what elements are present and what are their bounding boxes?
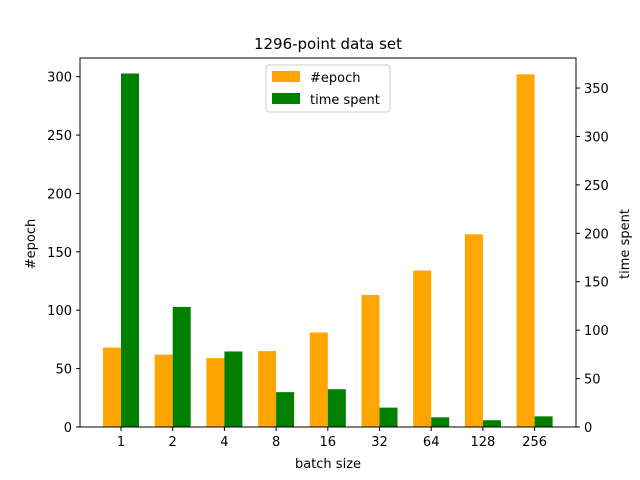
x-tick-label: 32 bbox=[371, 435, 388, 450]
bar-time-spent bbox=[172, 306, 191, 427]
chart-title: 1296-point data set bbox=[254, 35, 402, 53]
y-axis-left-label: #epoch bbox=[24, 219, 39, 269]
bar-epoch bbox=[516, 74, 535, 428]
y-right-tick-label: 150 bbox=[584, 276, 609, 291]
x-tick-label: 256 bbox=[522, 435, 547, 450]
bar-epoch bbox=[154, 354, 173, 427]
x-tick-label: 128 bbox=[470, 435, 495, 450]
bars-group bbox=[103, 73, 553, 428]
legend-label-epoch: #epoch bbox=[310, 71, 360, 86]
y-right-tick-label: 0 bbox=[584, 421, 592, 436]
y-left-tick-label: 50 bbox=[55, 363, 72, 378]
x-tick-label: 64 bbox=[423, 435, 440, 450]
bar-time-spent bbox=[224, 351, 243, 427]
bar-time-spent bbox=[431, 417, 450, 427]
y-right-tick-label: 200 bbox=[584, 227, 609, 242]
bar-epoch bbox=[309, 332, 328, 427]
bar-time-spent bbox=[482, 420, 501, 427]
x-tick-label: 4 bbox=[220, 435, 228, 450]
bar-time-spent bbox=[534, 416, 553, 427]
y-right-tick-label: 350 bbox=[584, 82, 609, 97]
bar-time-spent bbox=[327, 389, 346, 427]
x-tick-label: 8 bbox=[272, 435, 280, 450]
legend: #epoch time spent bbox=[265, 64, 391, 113]
plot-frame bbox=[79, 57, 577, 428]
legend-swatch-epoch bbox=[272, 71, 300, 82]
y-right-tick-label: 50 bbox=[584, 373, 601, 388]
bar-epoch bbox=[206, 358, 225, 427]
legend-label-time-spent: time spent bbox=[310, 93, 380, 108]
bar-epoch bbox=[361, 295, 380, 427]
y-left-tick-label: 300 bbox=[47, 71, 72, 86]
y-left-tick-label: 150 bbox=[47, 246, 72, 261]
bar-epoch bbox=[103, 347, 121, 427]
y-left-tick-label: 250 bbox=[47, 129, 72, 144]
axes-group: 1 2 4 8 16 32 64 128 256 0 50 100 150 200 250 300 0 50 100… bbox=[47, 57, 609, 450]
x-axis-label: batch size bbox=[295, 457, 361, 472]
y-right-tick-label: 250 bbox=[584, 179, 609, 194]
bar-time-spent bbox=[276, 392, 295, 427]
bar-epoch bbox=[464, 234, 483, 427]
x-tick-label: 2 bbox=[169, 435, 177, 450]
x-tick-label: 16 bbox=[320, 435, 337, 450]
y-left-tick-label: 0 bbox=[64, 421, 72, 436]
legend-swatch-time-spent bbox=[272, 93, 300, 104]
y-right-tick-label: 300 bbox=[584, 130, 609, 145]
bar-time-spent bbox=[121, 73, 139, 427]
x-tick-label: 1 bbox=[117, 435, 125, 450]
y-right-tick-label: 100 bbox=[584, 324, 609, 339]
bar-epoch bbox=[258, 351, 277, 427]
bar-epoch bbox=[413, 270, 432, 427]
bar-time-spent bbox=[379, 407, 398, 427]
y-left-tick-label: 100 bbox=[47, 304, 72, 319]
y-left-tick-label: 200 bbox=[47, 187, 72, 202]
y-axis-right-label: time spent bbox=[618, 209, 633, 279]
